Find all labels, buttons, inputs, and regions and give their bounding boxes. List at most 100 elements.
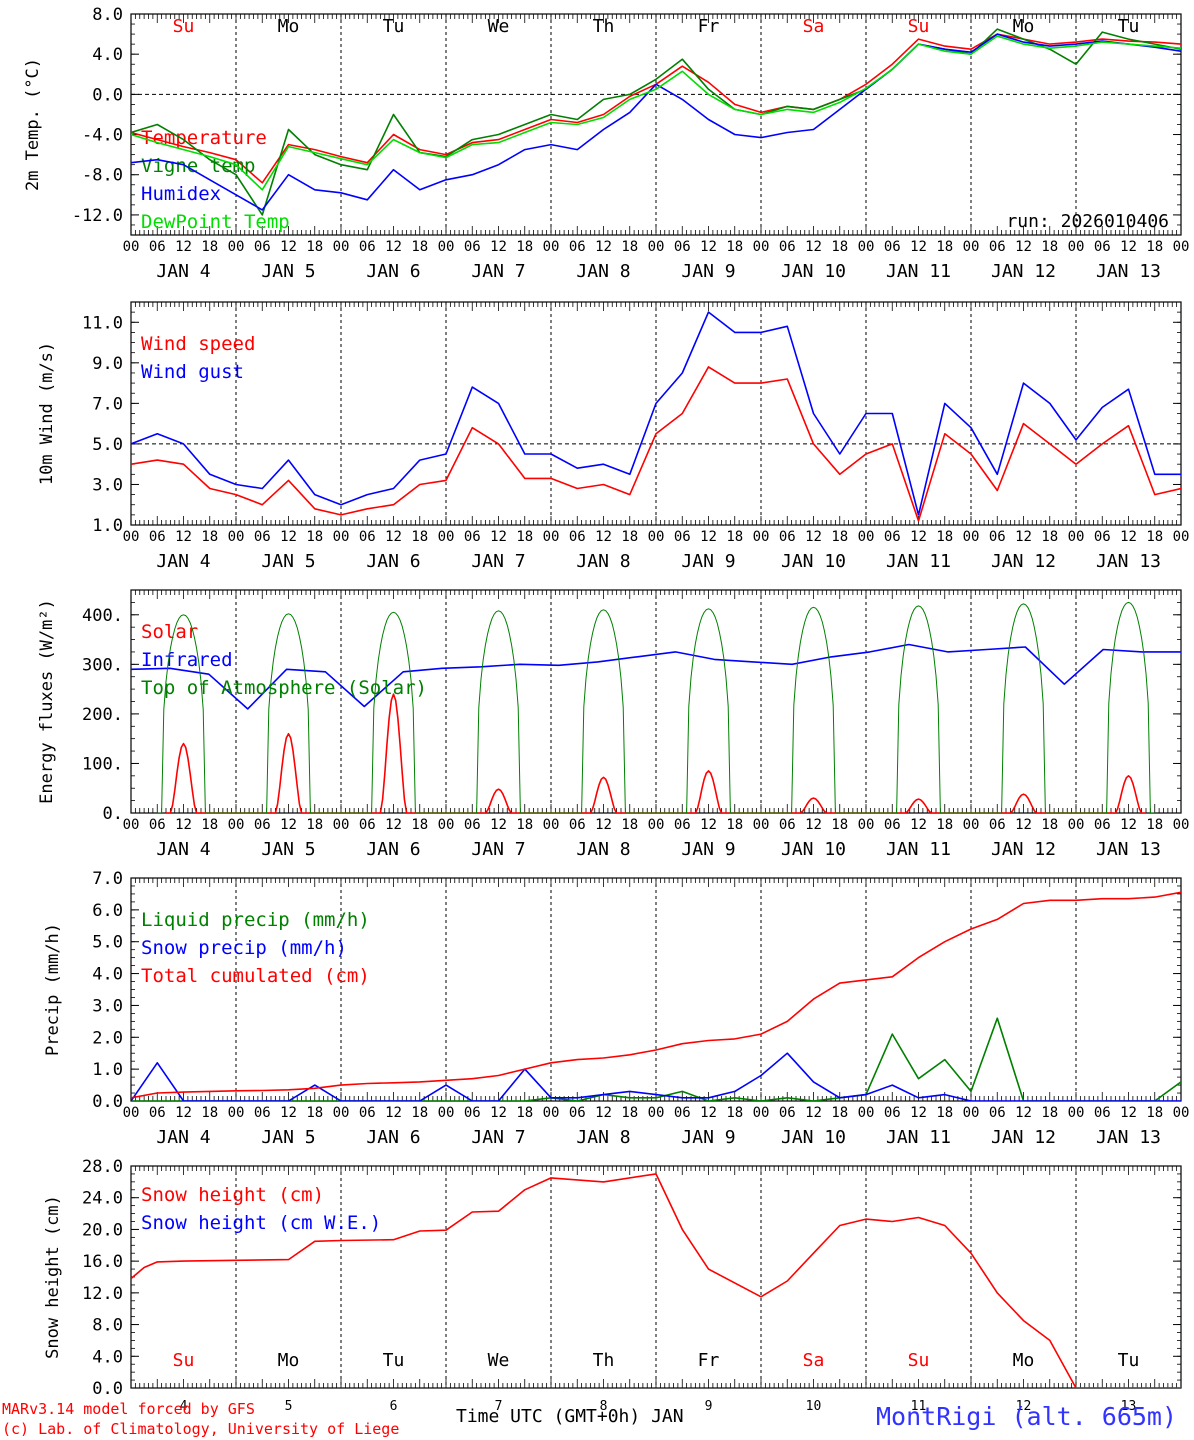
y-tick-label: 4.0	[92, 45, 123, 65]
hour-tick-label: 00	[123, 239, 140, 255]
hour-tick-label: 18	[516, 239, 533, 255]
hour-tick-label: 06	[149, 817, 166, 833]
y-tick-label: 0.0	[92, 85, 123, 105]
hour-tick-label: 12	[595, 817, 612, 833]
panel-wind: 11.0 9.0 7.0 5.0 3.0 1.0 10m Wind (m/s) 00 06 12 1…	[37, 301, 1189, 572]
panel-frame	[130, 301, 1182, 526]
y-tick-label: 7.0	[92, 869, 123, 889]
hour-tick-label: 12	[385, 1105, 402, 1121]
hour-tick-label: 06	[884, 529, 901, 545]
y-axis-label: Energy fluxes (W/m²)	[37, 599, 57, 804]
hour-tick-label: 12	[1015, 1105, 1032, 1121]
hour-tick-label: 00	[123, 817, 140, 833]
hour-tick-label: 06	[464, 529, 481, 545]
y-tick-label: 3.0	[92, 475, 123, 495]
hour-tick-label: 18	[726, 529, 743, 545]
hour-tick-label: 18	[411, 529, 428, 545]
day-number-label: 13	[1121, 1399, 1137, 1414]
y-tick-label: 1.0	[92, 1060, 123, 1080]
y-tick-label: 400.	[82, 606, 123, 626]
hour-tick-label: 12	[700, 1105, 717, 1121]
hour-tick-label: 06	[1094, 1105, 1111, 1121]
hour-tick-label: 12	[175, 239, 192, 255]
hour-tick-label: 18	[1041, 817, 1058, 833]
hour-tick-label: 06	[149, 1105, 166, 1121]
hour-tick-label: 18	[1146, 817, 1163, 833]
hour-tick-label: 18	[516, 529, 533, 545]
y-tick-label: 11.0	[82, 313, 123, 333]
panel-precip: 7.0 6.0 5.0 4.0 3.0 2.0 1.0 0.0 Precip (mm/h) 00 0…	[43, 869, 1189, 1148]
hour-tick-label: 12	[280, 529, 297, 545]
date-label: JAN 6	[366, 551, 420, 572]
date-label: JAN 5	[261, 551, 315, 572]
hour-tick-label: 12	[910, 1105, 927, 1121]
y-tick-label: 9.0	[92, 354, 123, 374]
hour-tick-label: 00	[753, 239, 770, 255]
date-label: JAN 7	[471, 1127, 525, 1148]
weekday-label: Mo	[278, 1350, 300, 1371]
y-axis-label: Precip (mm/h)	[43, 923, 63, 1056]
hour-tick-label: 00	[123, 529, 140, 545]
hour-tick-label: 18	[306, 817, 323, 833]
hour-tick-label: 00	[858, 529, 875, 545]
hour-tick-label: 06	[254, 239, 271, 255]
hour-tick-label: 12	[595, 1105, 612, 1121]
hour-tick-label: 06	[254, 817, 271, 833]
hour-tick-label: 06	[569, 1105, 586, 1121]
hour-tick-label: 12	[595, 239, 612, 255]
weekday-label: We	[488, 1350, 510, 1371]
hour-tick-label: 06	[359, 1105, 376, 1121]
hour-tick-label: 00	[333, 529, 350, 545]
date-label: JAN 5	[261, 839, 315, 860]
date-label: JAN 8	[576, 551, 630, 572]
hour-tick-label: 18	[831, 817, 848, 833]
hour-tick-label: 00	[228, 1105, 245, 1121]
date-label: JAN 4	[156, 1127, 210, 1148]
y-tick-label: 300.	[82, 655, 123, 675]
date-label: JAN 6	[366, 261, 420, 282]
hour-tick-label: 06	[569, 529, 586, 545]
hour-tick-label: 18	[621, 239, 638, 255]
hour-tick-label: 00	[438, 239, 455, 255]
hour-tick-label: 00	[963, 529, 980, 545]
y-tick-label: 12.0	[82, 1284, 123, 1304]
hour-tick-label: 18	[411, 239, 428, 255]
hour-tick-label: 00	[228, 817, 245, 833]
hour-tick-label: 00	[858, 239, 875, 255]
hour-tick-label: 18	[621, 817, 638, 833]
hour-tick-label: 18	[306, 239, 323, 255]
date-label: JAN 9	[681, 261, 735, 282]
y-tick-label: 7.0	[92, 394, 123, 414]
hour-tick-label: 00	[438, 529, 455, 545]
weekday-label: Sa	[803, 1350, 825, 1371]
hour-tick-label: 18	[411, 817, 428, 833]
hour-tick-label: 12	[1120, 817, 1137, 833]
hour-tick-label: 06	[149, 529, 166, 545]
weekday-label: Mo	[278, 16, 300, 37]
hour-tick-label: 18	[1041, 1105, 1058, 1121]
date-label: JAN 7	[471, 551, 525, 572]
y-tick-label: 20.0	[82, 1220, 123, 1240]
y-tick-label: 5.0	[92, 435, 123, 455]
hour-tick-label: 06	[464, 817, 481, 833]
hour-tick-label: 00	[438, 817, 455, 833]
hour-tick-label: 00	[1068, 1105, 1085, 1121]
hour-tick-label: 18	[201, 239, 218, 255]
hour-tick-label: 12	[910, 817, 927, 833]
hour-tick-label: 06	[359, 239, 376, 255]
hour-tick-label: 00	[333, 1105, 350, 1121]
y-tick-label: 5.0	[92, 933, 123, 953]
hour-tick-label: 12	[910, 529, 927, 545]
y-tick-label: -12.0	[72, 206, 123, 226]
date-label: JAN 7	[471, 261, 525, 282]
hour-tick-label: 12	[700, 817, 717, 833]
date-label: JAN 6	[366, 839, 420, 860]
y-tick-label: 24.0	[82, 1189, 123, 1209]
series-line-liquid-precip-mm-h-	[131, 1017, 1181, 1101]
day-number-label: 10	[806, 1399, 822, 1414]
date-label: JAN 12	[991, 839, 1056, 860]
weekday-label: Fr	[698, 16, 720, 37]
hour-tick-label: 18	[1146, 1105, 1163, 1121]
hour-tick-label: 12	[700, 529, 717, 545]
hour-tick-label: 06	[1094, 817, 1111, 833]
